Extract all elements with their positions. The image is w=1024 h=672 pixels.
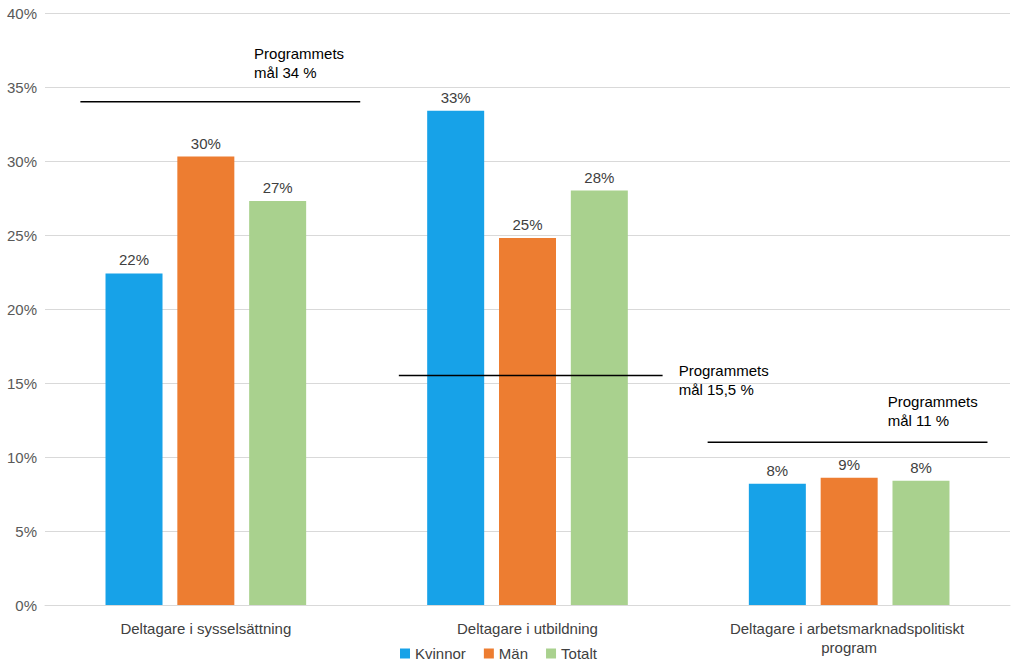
svg-text:8%: 8%	[910, 459, 932, 476]
svg-text:0%: 0%	[15, 597, 37, 614]
svg-text:5%: 5%	[15, 523, 37, 540]
svg-text:mål 11 %: mål 11 %	[888, 412, 949, 429]
svg-text:33%: 33%	[441, 89, 471, 106]
svg-text:22%: 22%	[119, 251, 149, 268]
svg-text:40%: 40%	[7, 5, 37, 22]
svg-text:Totalt: Totalt	[561, 645, 598, 662]
svg-text:mål 34 %: mål 34 %	[254, 64, 317, 81]
svg-text:9%: 9%	[838, 456, 860, 473]
svg-text:30%: 30%	[191, 135, 221, 152]
svg-text:28%: 28%	[584, 169, 614, 186]
svg-text:program: program	[821, 639, 877, 656]
svg-text:27%: 27%	[263, 179, 293, 196]
svg-text:Programmets: Programmets	[679, 362, 769, 379]
svg-text:35%: 35%	[7, 79, 37, 96]
svg-text:20%: 20%	[7, 301, 37, 318]
svg-text:Programmets: Programmets	[888, 393, 978, 410]
svg-text:Deltagare i arbetsmarknadspoli: Deltagare i arbetsmarknadspolitiskt	[730, 620, 968, 637]
svg-text:8%: 8%	[767, 462, 789, 479]
svg-text:Programmets: Programmets	[254, 45, 344, 62]
svg-text:Deltagare i utbildning: Deltagare i utbildning	[457, 620, 598, 637]
svg-text:15%: 15%	[7, 375, 37, 392]
svg-text:10%: 10%	[7, 449, 37, 466]
svg-text:Kvinnor: Kvinnor	[415, 645, 466, 662]
svg-text:Män: Män	[499, 645, 528, 662]
svg-text:25%: 25%	[7, 227, 37, 244]
svg-text:Deltagare i sysselsättning: Deltagare i sysselsättning	[120, 620, 291, 637]
svg-text:mål 15,5 %: mål 15,5 %	[679, 381, 754, 398]
svg-text:25%: 25%	[512, 216, 542, 233]
svg-text:30%: 30%	[7, 153, 37, 170]
